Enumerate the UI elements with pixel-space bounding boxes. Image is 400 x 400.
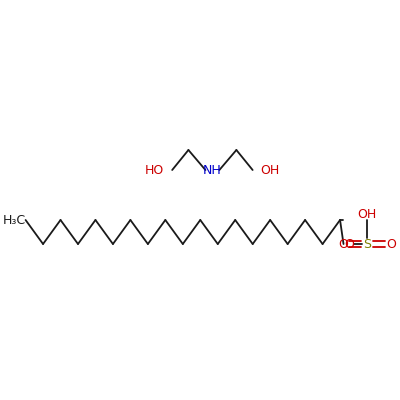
Text: NH: NH [203,164,222,176]
Text: OH: OH [358,208,377,220]
Text: O: O [338,238,348,250]
Text: S: S [363,238,371,250]
Text: H₃C: H₃C [2,214,26,226]
Text: OH: OH [260,164,280,176]
Text: O: O [386,238,396,250]
Text: HO: HO [145,164,164,176]
Text: O: O [344,238,354,250]
